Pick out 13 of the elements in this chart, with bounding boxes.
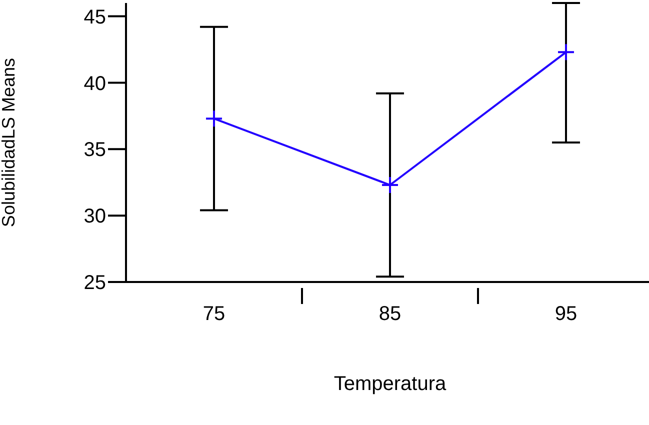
point [557,43,575,62]
y-tick-label: 30 [84,206,106,228]
x-axis-title: Temperatura [334,373,448,395]
y-tick-label: 25 [84,272,106,294]
y-tick-label: 35 [84,139,106,162]
point [205,110,223,128]
point [381,176,399,194]
y-tick-label: 45 [84,6,106,28]
x-tick-label: 95 [554,303,578,325]
x-tick-label: 85 [378,303,402,325]
y-axis-title: SolubilidadLS Means [0,58,18,228]
x-tick-label: 75 [202,303,226,325]
y-tick-label: 40 [84,72,106,95]
